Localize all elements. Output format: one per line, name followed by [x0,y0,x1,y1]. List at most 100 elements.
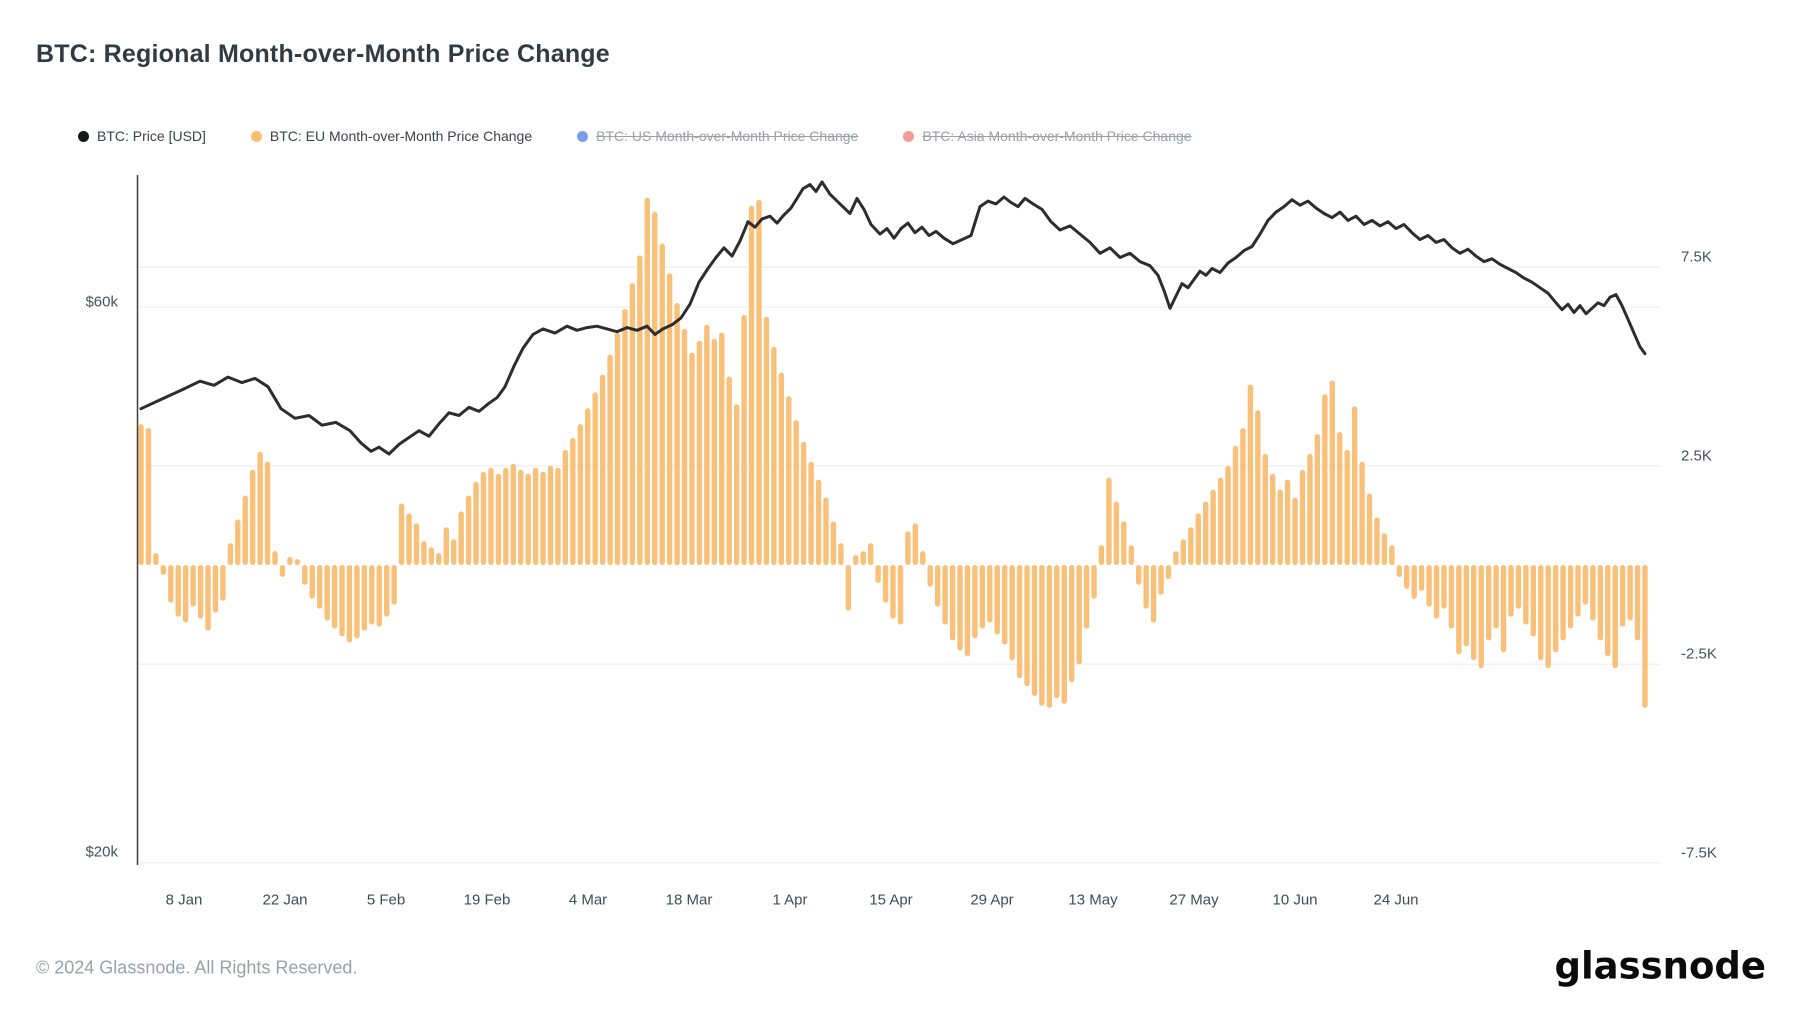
btc-price-line[interactable] [139,180,1647,456]
eu-mom-bar[interactable] [443,527,449,565]
eu-mom-bar[interactable] [1545,565,1551,669]
eu-mom-bar[interactable] [302,565,308,585]
eu-mom-bar[interactable] [1262,453,1268,565]
eu-mom-bar[interactable] [1396,565,1402,577]
eu-mom-bar[interactable] [905,531,911,565]
eu-mom-bar[interactable] [1009,565,1015,661]
eu-mom-bar[interactable] [778,372,785,565]
eu-mom-bar[interactable] [1471,565,1477,661]
eu-mom-bar[interactable] [428,547,435,565]
eu-mom-bar[interactable] [525,473,531,565]
eu-mom-bar[interactable] [376,565,382,627]
eu-mom-bar[interactable] [1523,565,1529,625]
eu-mom-bar[interactable] [1143,565,1149,609]
eu-mom-bar[interactable] [1456,565,1462,655]
eu-mom-bar[interactable] [853,555,859,565]
eu-mom-bar[interactable] [1098,545,1105,565]
eu-mom-bar[interactable] [704,324,710,565]
eu-mom-bar[interactable] [473,481,479,565]
eu-mom-bar[interactable] [451,539,457,565]
eu-mom-bar[interactable] [652,211,658,566]
eu-mom-bar[interactable] [1232,445,1239,565]
eu-mom-bar[interactable] [369,565,375,625]
legend-item-4[interactable]: BTC: Asia Month-over-Month Price Change [903,128,1192,144]
eu-mom-bar[interactable] [190,565,196,607]
eu-mom-bar[interactable] [912,523,919,565]
eu-mom-bar[interactable] [942,565,948,625]
eu-mom-bar[interactable] [480,471,487,565]
eu-mom-bar[interactable] [644,197,650,565]
eu-mom-bar[interactable] [398,503,405,565]
eu-mom-bar[interactable] [934,565,941,607]
eu-mom-bar[interactable] [212,565,219,613]
eu-mom-bar[interactable] [1225,465,1231,565]
eu-mom-bar[interactable] [771,346,777,565]
eu-mom-bar[interactable] [957,565,963,651]
eu-mom-bar[interactable] [1136,565,1142,585]
eu-mom-bar[interactable] [1560,565,1566,641]
eu-mom-bar[interactable] [577,424,583,565]
eu-mom-bar[interactable] [153,553,159,565]
eu-mom-bar[interactable] [711,338,718,565]
eu-mom-bar[interactable] [607,354,613,565]
eu-mom-bar[interactable] [249,469,256,565]
eu-mom-bar[interactable] [1515,565,1522,609]
eu-mom-bar[interactable] [1113,501,1120,565]
eu-mom-bar[interactable] [920,551,926,565]
legend-item-1[interactable]: BTC: Price [USD] [78,128,206,144]
eu-mom-bar[interactable] [540,471,546,565]
eu-mom-bar[interactable] [1173,551,1179,565]
eu-mom-bar[interactable] [637,255,643,565]
eu-mom-bar[interactable] [1448,565,1455,629]
eu-mom-bar[interactable] [570,437,576,565]
eu-mom-bar[interactable] [1463,565,1470,647]
eu-mom-bar[interactable] [696,340,703,565]
eu-mom-bar[interactable] [220,565,226,601]
eu-mom-bar[interactable] [547,465,554,565]
eu-mom-bar[interactable] [1493,565,1499,629]
eu-mom-bar[interactable] [1627,565,1633,621]
eu-mom-bar[interactable] [800,441,807,565]
eu-mom-bar[interactable] [726,376,732,565]
eu-mom-bar[interactable] [1039,565,1045,706]
eu-mom-bar[interactable] [1255,410,1261,565]
eu-mom-bar[interactable] [391,565,397,605]
eu-mom-bar[interactable] [1106,477,1112,565]
eu-mom-bar[interactable] [1091,565,1097,599]
eu-mom-bar[interactable] [1389,545,1395,565]
eu-mom-bar[interactable] [733,404,740,565]
eu-mom-bar[interactable] [458,511,464,565]
eu-mom-bar[interactable] [1076,565,1082,665]
eu-mom-bar[interactable] [1031,565,1038,697]
eu-mom-bar[interactable] [1195,513,1201,565]
eu-mom-bar[interactable] [1277,489,1283,565]
eu-mom-bar[interactable] [503,467,509,565]
eu-mom-bar[interactable] [1061,565,1067,704]
eu-mom-bar[interactable] [1247,384,1254,565]
eu-mom-bar[interactable] [562,449,569,565]
eu-mom-bar[interactable] [354,565,360,639]
eu-mom-bar[interactable] [689,352,695,565]
eu-mom-bar[interactable] [1411,565,1417,599]
eu-mom-bar[interactable] [175,565,181,617]
eu-mom-bar[interactable] [972,565,978,639]
eu-mom-bar[interactable] [316,565,323,609]
eu-mom-bar[interactable] [1567,565,1574,629]
eu-mom-bar[interactable] [1284,479,1291,565]
eu-mom-bar[interactable] [1418,565,1425,591]
eu-mom-bar[interactable] [949,565,956,641]
eu-mom-bar[interactable] [860,551,866,565]
eu-mom-bar[interactable] [666,273,673,565]
eu-mom-bar[interactable] [413,523,420,565]
eu-mom-bar[interactable] [1500,565,1507,653]
eu-mom-bar[interactable] [1381,533,1388,565]
eu-mom-bar[interactable] [681,328,688,565]
eu-mom-bar[interactable] [629,283,636,565]
eu-mom-bar[interactable] [867,543,874,565]
eu-mom-bar[interactable] [1292,497,1298,565]
eu-mom-bar[interactable] [1217,477,1224,565]
eu-mom-bar[interactable] [1597,565,1604,641]
eu-mom-bar[interactable] [279,565,286,577]
eu-mom-bar[interactable] [927,565,933,587]
eu-mom-bar[interactable] [1366,493,1373,565]
